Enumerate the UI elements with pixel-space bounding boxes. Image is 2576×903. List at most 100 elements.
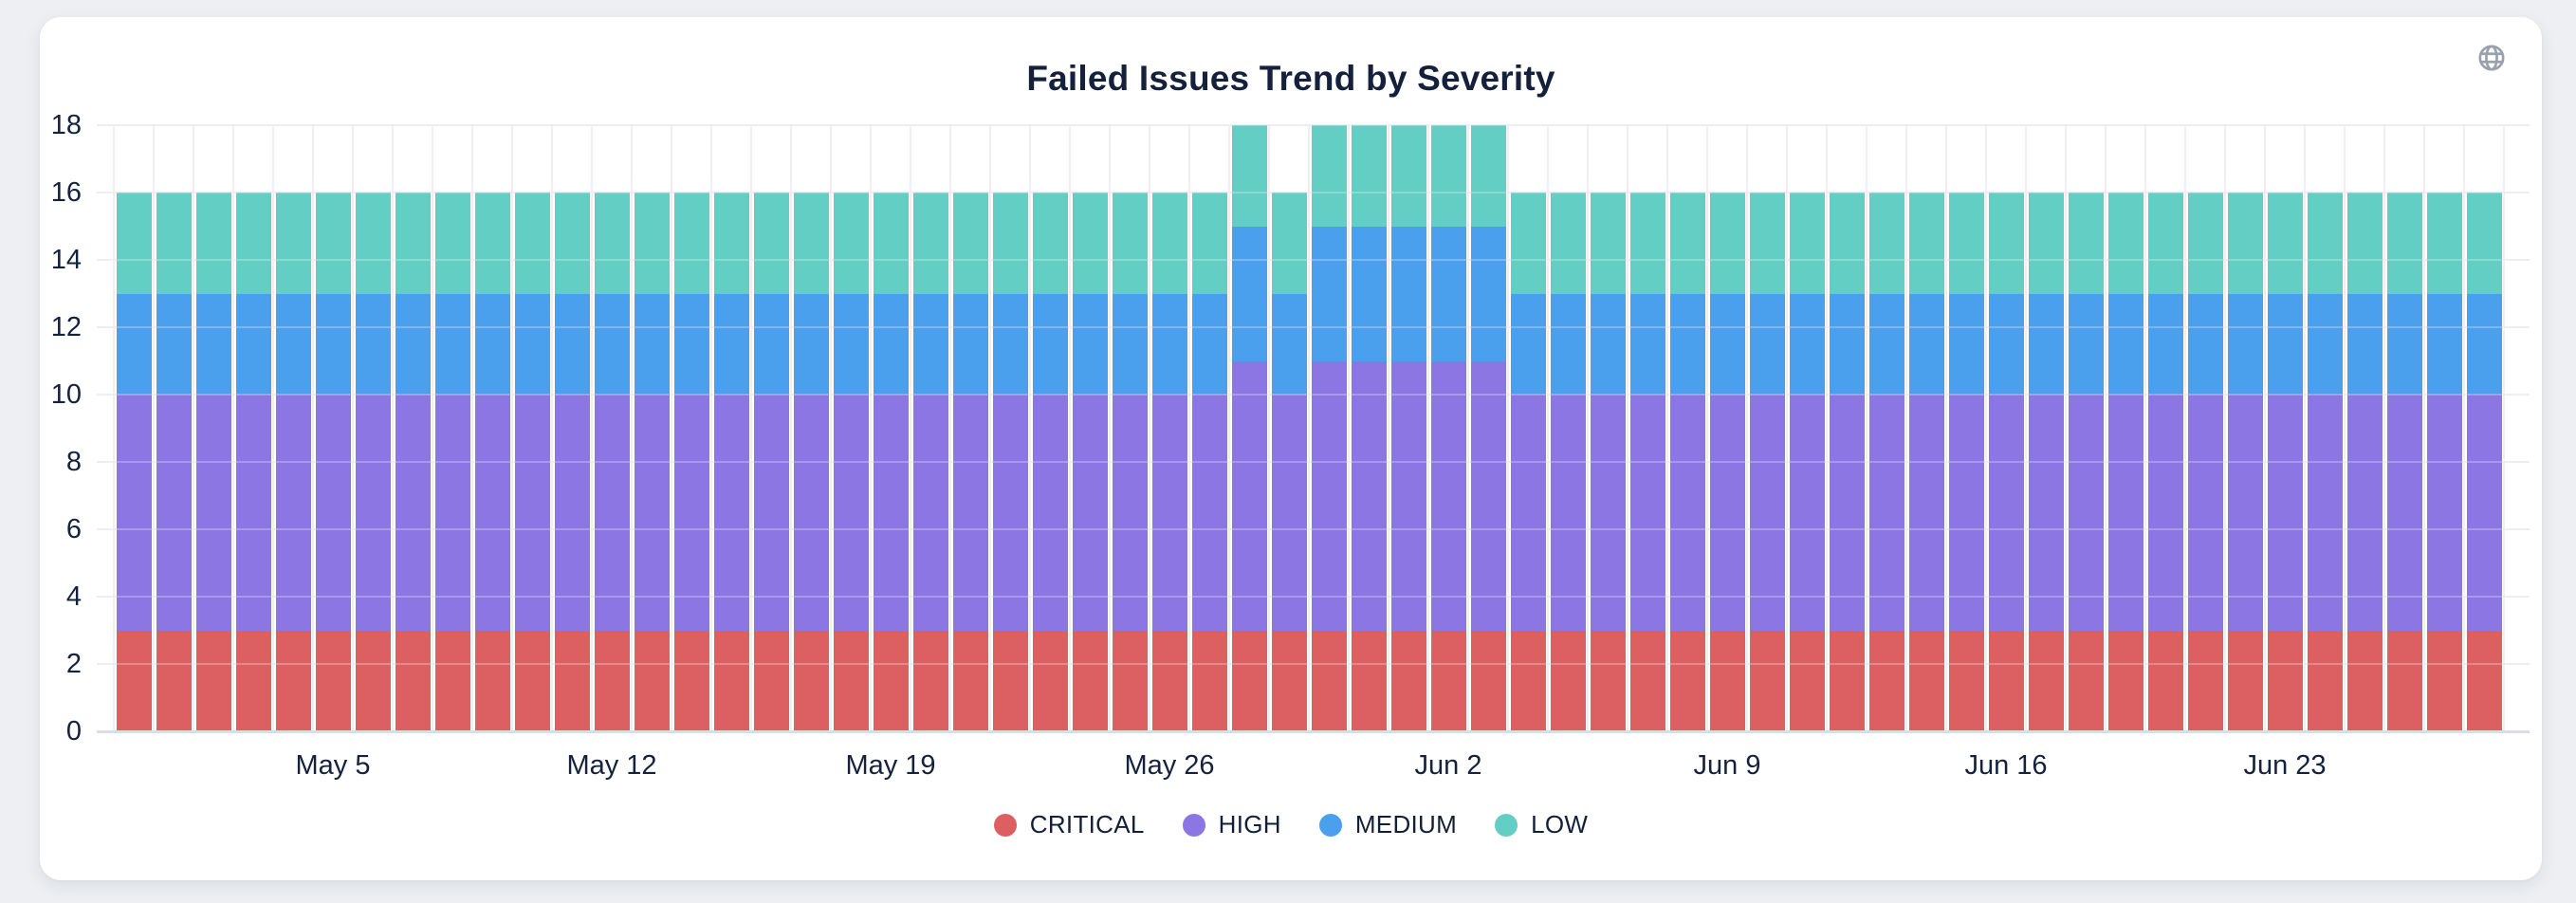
bar-segment[interactable] xyxy=(673,395,709,631)
bar-segment[interactable] xyxy=(474,193,510,294)
bar-segment[interactable] xyxy=(1510,630,1546,731)
bar-segment[interactable] xyxy=(793,395,829,631)
bar-segment[interactable] xyxy=(833,193,869,294)
legend-item-low[interactable]: LOW xyxy=(1495,810,1588,839)
bar-segment[interactable] xyxy=(474,293,510,395)
bar-segment[interactable] xyxy=(1470,630,1506,731)
legend-item-critical[interactable]: CRITICAL xyxy=(993,810,1145,839)
bar-segment[interactable] xyxy=(315,193,351,294)
bar-segment[interactable] xyxy=(1948,395,1984,631)
bar-segment[interactable] xyxy=(912,395,948,631)
bar-segment[interactable] xyxy=(673,193,709,294)
bar-segment[interactable] xyxy=(1948,193,1984,294)
bar-segment[interactable] xyxy=(713,630,749,731)
bar-segment[interactable] xyxy=(2227,395,2263,631)
bar-segment[interactable] xyxy=(992,395,1028,631)
bar-segment[interactable] xyxy=(1390,226,1426,361)
bar-segment[interactable] xyxy=(1510,293,1546,395)
bar-segment[interactable] xyxy=(235,395,271,631)
bar-segment[interactable] xyxy=(1231,125,1267,227)
bar-segment[interactable] xyxy=(554,193,590,294)
bar-segment[interactable] xyxy=(514,630,550,731)
bar-segment[interactable] xyxy=(1231,226,1267,361)
bar-segment[interactable] xyxy=(1669,193,1705,294)
bar-segment[interactable] xyxy=(793,293,829,395)
bar-segment[interactable] xyxy=(594,193,630,294)
bar-segment[interactable] xyxy=(1908,293,1944,395)
bar-segment[interactable] xyxy=(1550,193,1586,294)
bar-segment[interactable] xyxy=(952,193,988,294)
bar-segment[interactable] xyxy=(2028,630,2064,731)
bar-segment[interactable] xyxy=(2028,293,2064,395)
bar-segment[interactable] xyxy=(1430,360,1466,631)
bar-segment[interactable] xyxy=(156,395,192,631)
bar-segment[interactable] xyxy=(1709,293,1745,395)
bar-segment[interactable] xyxy=(116,293,152,395)
bar-segment[interactable] xyxy=(1271,293,1307,395)
bar-segment[interactable] xyxy=(2227,293,2263,395)
bar-segment[interactable] xyxy=(2068,630,2104,731)
bar-segment[interactable] xyxy=(2426,630,2462,731)
bar-segment[interactable] xyxy=(793,193,829,294)
bar-segment[interactable] xyxy=(554,630,590,731)
bar-segment[interactable] xyxy=(1151,630,1187,731)
bar-segment[interactable] xyxy=(1629,193,1665,294)
bar-segment[interactable] xyxy=(1709,630,1745,731)
bar-segment[interactable] xyxy=(315,395,351,631)
bar-segment[interactable] xyxy=(554,395,590,631)
bar-segment[interactable] xyxy=(395,630,431,731)
bar-segment[interactable] xyxy=(1311,630,1347,731)
bar-segment[interactable] xyxy=(1231,630,1267,731)
bar-segment[interactable] xyxy=(1669,293,1705,395)
bar-segment[interactable] xyxy=(2147,193,2183,294)
bar-segment[interactable] xyxy=(1390,125,1426,227)
bar-segment[interactable] xyxy=(2107,293,2144,395)
bar-segment[interactable] xyxy=(1709,395,1745,631)
bar-segment[interactable] xyxy=(434,193,470,294)
bar-segment[interactable] xyxy=(1789,630,1825,731)
bar-segment[interactable] xyxy=(1311,226,1347,361)
bar-segment[interactable] xyxy=(2267,630,2303,731)
bar-segment[interactable] xyxy=(1789,395,1825,631)
bar-segment[interactable] xyxy=(1351,630,1387,731)
bar-segment[interactable] xyxy=(833,630,869,731)
bar-segment[interactable] xyxy=(156,193,192,294)
bar-segment[interactable] xyxy=(195,193,231,294)
bar-segment[interactable] xyxy=(434,630,470,731)
bar-segment[interactable] xyxy=(1390,630,1426,731)
bar-segment[interactable] xyxy=(1510,395,1546,631)
bar-segment[interactable] xyxy=(1470,226,1506,361)
bar-segment[interactable] xyxy=(1151,293,1187,395)
bar-segment[interactable] xyxy=(1112,630,1148,731)
bar-segment[interactable] xyxy=(235,193,271,294)
bar-segment[interactable] xyxy=(873,630,909,731)
bar-segment[interactable] xyxy=(2227,193,2263,294)
bar-segment[interactable] xyxy=(634,293,670,395)
bar-segment[interactable] xyxy=(952,630,988,731)
bar-segment[interactable] xyxy=(1112,193,1148,294)
bar-segment[interactable] xyxy=(1390,360,1426,631)
bar-segment[interactable] xyxy=(753,293,789,395)
bar-segment[interactable] xyxy=(1231,360,1267,631)
bar-segment[interactable] xyxy=(355,630,391,731)
bar-segment[interactable] xyxy=(195,630,231,731)
bar-segment[interactable] xyxy=(395,193,431,294)
bar-segment[interactable] xyxy=(912,293,948,395)
bar-segment[interactable] xyxy=(1749,395,1785,631)
bar-segment[interactable] xyxy=(1032,395,1068,631)
bar-segment[interactable] xyxy=(2187,630,2223,731)
bar-segment[interactable] xyxy=(2346,630,2383,731)
bar-segment[interactable] xyxy=(634,193,670,294)
bar-segment[interactable] xyxy=(1908,193,1944,294)
bar-segment[interactable] xyxy=(1629,293,1665,395)
legend-item-high[interactable]: HIGH xyxy=(1182,810,1281,839)
bar-segment[interactable] xyxy=(1590,193,1626,294)
bar-segment[interactable] xyxy=(395,293,431,395)
bar-segment[interactable] xyxy=(1072,293,1108,395)
bar-segment[interactable] xyxy=(1948,293,1984,395)
bar-segment[interactable] xyxy=(713,395,749,631)
bar-segment[interactable] xyxy=(315,293,351,395)
bar-segment[interactable] xyxy=(195,293,231,395)
bar-segment[interactable] xyxy=(1590,395,1626,631)
bar-segment[interactable] xyxy=(355,293,391,395)
